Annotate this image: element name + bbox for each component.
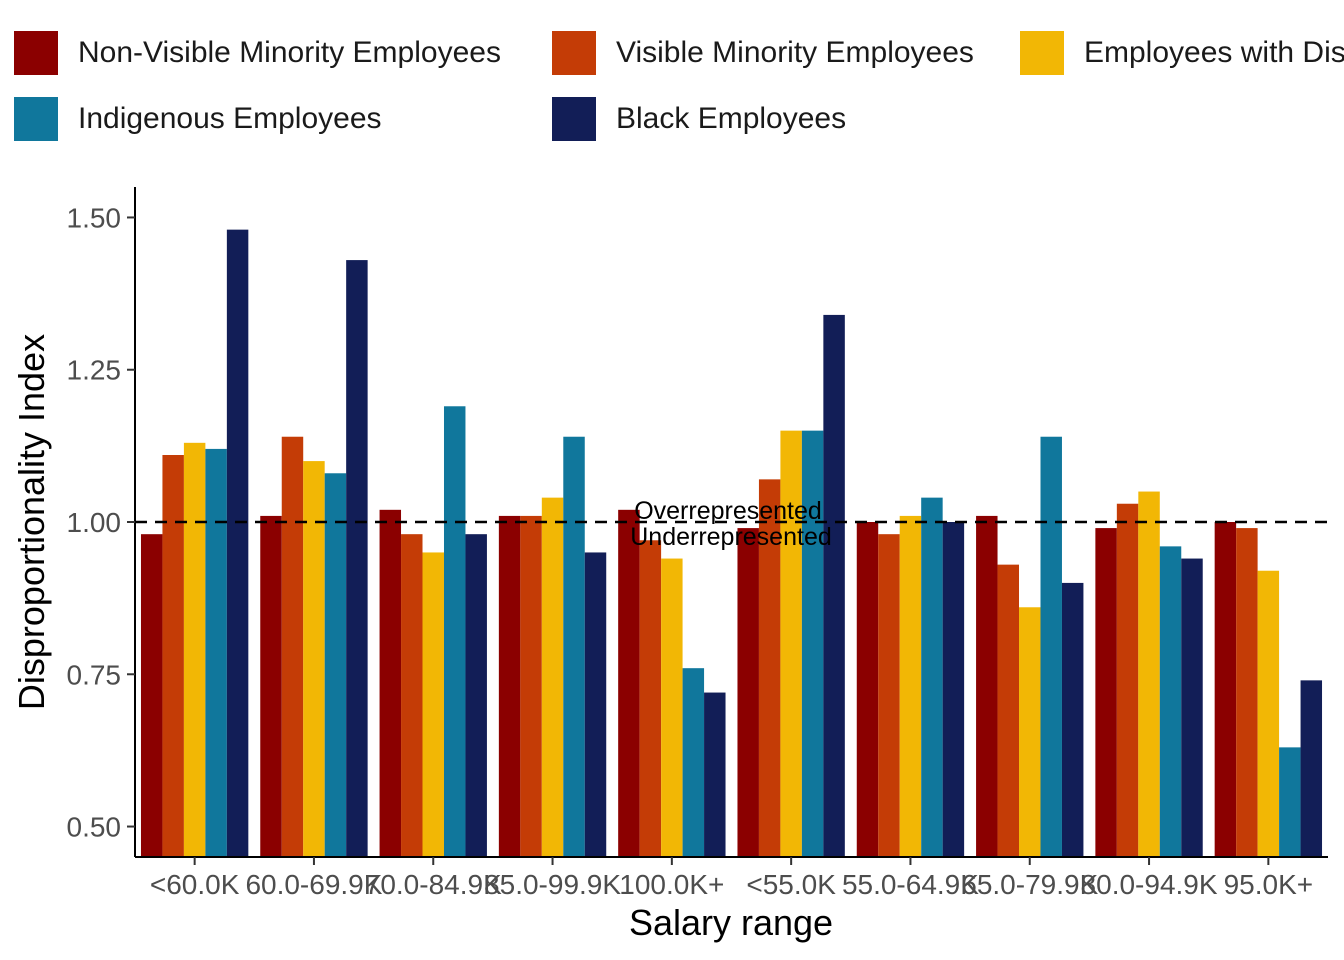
bar (563, 436, 585, 857)
y-ticks-group: 0.50 0.75 1.00 1.25 1.50 (67, 202, 135, 843)
bar (1116, 503, 1139, 857)
y-tick-label: 0.50 (67, 812, 122, 843)
bar (1181, 558, 1203, 857)
bar (443, 406, 466, 857)
bar (878, 534, 900, 857)
bar (1095, 528, 1117, 857)
legend-label: Non-Visible Minority Employees (78, 36, 501, 69)
bar (801, 430, 824, 857)
bar (661, 558, 683, 857)
underrepresented-label: Underrepresented (630, 523, 832, 551)
x-axis-title: Salary range (629, 902, 833, 943)
bar (682, 668, 705, 857)
bar (584, 552, 607, 857)
x-ticks-group: <60.0K 60.0-69.9K70.0-84.9K85.0-99.9K100.… (150, 857, 1313, 900)
bar (1257, 570, 1280, 857)
bar (260, 515, 282, 857)
x-tick-label: 80.0-94.9K (1081, 869, 1218, 900)
bar (1138, 491, 1160, 857)
bar (704, 692, 726, 857)
x-tick-label: <55.0K (746, 869, 836, 900)
legend-swatch (14, 97, 58, 141)
bar (1236, 528, 1258, 857)
x-tick-label: 95.0K+ (1224, 869, 1314, 900)
bar (205, 448, 227, 857)
legend-label: Black Employees (616, 102, 847, 135)
legend-item-visible-minority: Visible Minority Employees (552, 31, 974, 75)
legend-item-black: Black Employees (552, 97, 846, 141)
bar (1040, 436, 1062, 857)
y-tick-label: 1.50 (67, 202, 122, 233)
legend-item-indigenous: Indigenous Employees (14, 97, 382, 141)
bar (823, 314, 845, 857)
overrepresented-label: Overrepresented (634, 497, 822, 525)
legend-label: Visible Minority Employees (616, 36, 974, 69)
x-tick-label: 60.0-69.9K (245, 869, 382, 900)
bar (303, 461, 325, 857)
x-tick-label: 70.0-84.9K (365, 869, 502, 900)
legend-swatch (552, 97, 596, 141)
bar (226, 229, 249, 857)
bars-group (140, 229, 1323, 858)
bar (324, 473, 347, 857)
x-tick-label: <60.0K (150, 869, 240, 900)
bar (942, 522, 965, 857)
bar (520, 515, 542, 857)
bar (1214, 522, 1237, 857)
chart-legend: Non-Visible Minority Employees Visible M… (0, 0, 1344, 160)
bar (379, 509, 402, 857)
bar (1019, 607, 1041, 857)
bar (921, 497, 943, 857)
legend-swatch (552, 31, 596, 75)
y-tick-label: 0.75 (67, 659, 122, 690)
legend-label: Employees with Disabilities (1084, 36, 1344, 69)
bar (465, 534, 487, 857)
bar (976, 515, 998, 857)
bar (737, 528, 759, 857)
bar (618, 509, 640, 857)
bar (899, 515, 922, 857)
bar (1061, 582, 1084, 857)
bar (498, 515, 521, 857)
x-tick-label: 55.0-64.9K (842, 869, 979, 900)
y-tick-label: 1.25 (67, 355, 122, 386)
x-tick-label: 100.0K+ (619, 869, 724, 900)
legend-item-disabilities: Employees with Disabilities (1020, 31, 1344, 75)
bar (422, 552, 444, 857)
bar (281, 436, 304, 857)
bar (1159, 546, 1182, 857)
bar (1300, 680, 1323, 857)
x-tick-label: 85.0-99.9K (484, 869, 621, 900)
legend-swatch (14, 31, 58, 75)
legend-swatch (1020, 31, 1064, 75)
bar (997, 564, 1020, 857)
y-tick-label: 1.00 (67, 507, 122, 538)
bar (639, 540, 662, 857)
bar (401, 534, 423, 857)
bar (1279, 747, 1301, 857)
bar (758, 479, 781, 857)
y-axis-title: Disproportionality Index (11, 334, 52, 710)
bar (183, 442, 206, 857)
bar (856, 522, 879, 857)
bar (140, 534, 163, 857)
legend-item-non-visible-minority: Non-Visible Minority Employees (14, 31, 501, 75)
legend-label: Indigenous Employees (78, 102, 382, 135)
x-tick-label: 65.0-79.9K (961, 869, 1098, 900)
bar (541, 497, 564, 857)
bar (162, 455, 184, 857)
bar (780, 430, 802, 857)
bar (346, 260, 368, 858)
